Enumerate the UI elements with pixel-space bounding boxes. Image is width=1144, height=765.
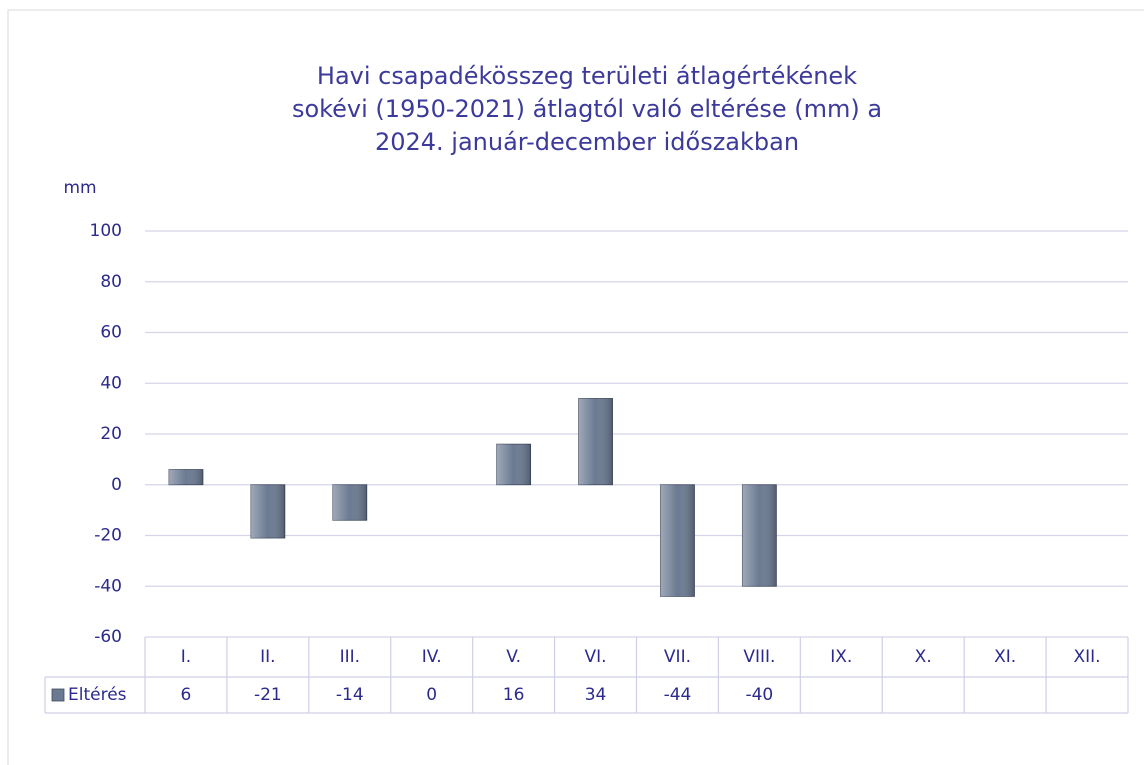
table-value: 16 (503, 685, 525, 705)
bar-shine (578, 398, 613, 485)
x-tick-label: IX. (830, 647, 852, 667)
table-value: -40 (745, 685, 773, 705)
bar-shine (332, 484, 367, 521)
chart-title: sokévi (1950-2021) átlagtól való eltérés… (292, 95, 882, 123)
x-tick-label: VII. (664, 647, 691, 667)
y-tick-label: 100 (90, 221, 122, 241)
x-tick-label: IV. (422, 647, 442, 667)
x-tick-label: I. (181, 647, 191, 667)
y-tick-label: 60 (100, 323, 122, 343)
y-tick-label: -20 (94, 526, 122, 546)
table-value: 0 (426, 685, 437, 705)
table-value: 6 (181, 685, 192, 705)
bar-shine (496, 444, 531, 485)
y-tick-label: 80 (100, 272, 122, 292)
y-tick-label: -40 (94, 576, 122, 596)
x-tick-label: X. (915, 647, 932, 667)
y-tick-label: 40 (100, 373, 122, 393)
y-tick-label: 20 (100, 424, 122, 444)
x-tick-label: VI. (585, 647, 607, 667)
bar-shine (742, 484, 777, 587)
table-value: 34 (585, 685, 607, 705)
x-tick-label: VIII. (743, 647, 775, 667)
bar-shine (168, 469, 203, 485)
y-tick-label: 0 (111, 475, 122, 495)
x-tick-label: II. (260, 647, 275, 667)
x-tick-label: XII. (1074, 647, 1101, 667)
table-value: -14 (336, 685, 364, 705)
chart-title: Havi csapadékösszeg területi átlagértéké… (317, 62, 857, 90)
legend-label: Eltérés (68, 685, 127, 705)
table-value: -44 (664, 685, 692, 705)
chart-title: 2024. január-december időszakban (375, 128, 799, 156)
y-axis-label: mm (63, 178, 96, 198)
x-tick-label: XI. (994, 647, 1016, 667)
chart-border (7, 9, 1144, 765)
bar-shine (250, 484, 285, 539)
y-tick-label: -60 (94, 627, 122, 647)
bar-shine (660, 484, 695, 597)
legend-marker (51, 688, 65, 702)
x-tick-label: III. (340, 647, 360, 667)
table-value: -21 (254, 685, 282, 705)
x-tick-label: V. (506, 647, 521, 667)
